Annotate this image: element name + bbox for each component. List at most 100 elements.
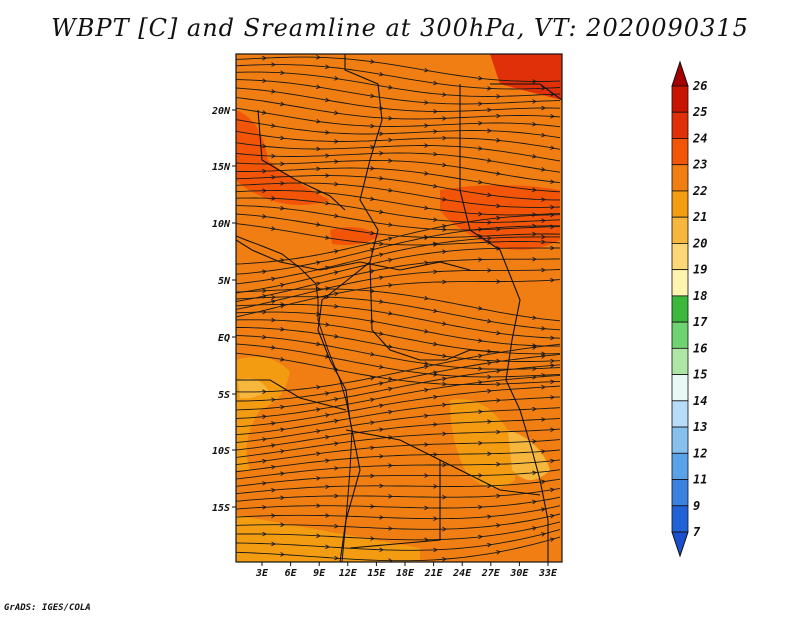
lon-label: 6E bbox=[285, 568, 298, 579]
streamline bbox=[236, 505, 561, 520]
streamline-arrow bbox=[280, 404, 285, 410]
streamline bbox=[236, 64, 561, 90]
cool-patch-southwest-inner bbox=[238, 378, 268, 399]
streamline-arrow bbox=[379, 71, 384, 77]
streamline-arrow bbox=[532, 231, 537, 237]
streamline bbox=[236, 319, 561, 355]
streamline-arrow bbox=[487, 192, 492, 198]
streamlines bbox=[236, 55, 561, 562]
streamline-arrow bbox=[316, 476, 321, 481]
streamline-arrow bbox=[442, 353, 447, 359]
streamline-arrow bbox=[541, 326, 546, 331]
streamline bbox=[236, 142, 561, 162]
lat-label: 15N bbox=[212, 162, 231, 173]
streamline-arrow bbox=[378, 252, 384, 258]
streamline-arrow bbox=[262, 481, 267, 486]
streamline-arrow bbox=[379, 150, 384, 156]
streamline-arrow bbox=[424, 260, 429, 266]
streamline-arrow bbox=[333, 270, 339, 275]
streamline-arrow bbox=[496, 137, 501, 143]
streamline-arrow bbox=[370, 375, 375, 381]
streamline-arrow bbox=[550, 212, 555, 218]
streamline-arrow bbox=[370, 536, 375, 541]
streamline bbox=[236, 513, 561, 530]
streamline-arrow bbox=[433, 151, 438, 157]
streamline-arrow bbox=[496, 381, 501, 387]
streamline-arrow bbox=[478, 338, 483, 343]
streamline-arrow bbox=[478, 306, 483, 311]
streamline-arrow bbox=[496, 279, 501, 284]
streamline-arrow bbox=[541, 267, 546, 273]
warm-patch-center bbox=[330, 227, 380, 245]
streamline-arrow bbox=[424, 413, 429, 419]
streamline-arrow bbox=[280, 70, 285, 76]
lon-label: 15E bbox=[367, 568, 386, 579]
streamline-arrow bbox=[550, 458, 555, 464]
streamline-arrow bbox=[271, 89, 276, 94]
streamline-arrow bbox=[478, 146, 483, 151]
streamline-arrow bbox=[316, 166, 321, 172]
streamline-arrow bbox=[379, 515, 384, 520]
map-title: WBPT [C] and Sreamline at 300hPa, VT: 20… bbox=[51, 14, 749, 42]
streamline-arrow bbox=[370, 445, 375, 451]
streamline-arrow bbox=[334, 555, 339, 561]
streamline-arrow bbox=[388, 386, 393, 392]
colorbar-segment bbox=[671, 269, 689, 297]
streamline bbox=[236, 496, 561, 510]
streamline-arrow bbox=[316, 286, 321, 292]
streamline-arrow bbox=[541, 218, 546, 223]
streamline-arrow bbox=[442, 321, 447, 326]
streamline-arrow bbox=[388, 85, 393, 90]
streamline-arrow bbox=[370, 420, 375, 426]
streamline-arrow bbox=[271, 464, 276, 470]
streamline-arrow bbox=[540, 532, 546, 537]
streamline bbox=[236, 79, 561, 105]
streamline-arrow bbox=[271, 317, 276, 323]
streamline-arrow bbox=[478, 409, 483, 415]
streamline-arrow bbox=[262, 458, 267, 464]
streamline-arrow bbox=[388, 137, 393, 143]
streamline-arrow bbox=[442, 494, 447, 500]
streamline-arrow bbox=[388, 344, 393, 349]
streamline-arrow bbox=[532, 154, 537, 159]
streamline-arrow bbox=[496, 368, 501, 374]
streamline-arrow bbox=[532, 406, 537, 412]
streamline-arrow bbox=[487, 128, 492, 134]
streamline-arrow bbox=[370, 269, 375, 274]
streamline bbox=[236, 56, 561, 82]
streamline-arrow bbox=[487, 374, 492, 380]
streamline-arrow bbox=[334, 181, 339, 187]
streamline-arrow bbox=[442, 135, 447, 141]
streamline-arrow bbox=[325, 391, 330, 396]
streamline-arrow bbox=[496, 113, 501, 119]
streamline-arrow bbox=[271, 62, 276, 67]
streamline-arrow bbox=[325, 544, 330, 550]
colorbar-label: 18 bbox=[693, 289, 707, 303]
streamline-arrow bbox=[388, 158, 393, 164]
colorbar-segment bbox=[671, 216, 689, 244]
lon-label: 18E bbox=[396, 568, 415, 579]
streamline bbox=[236, 364, 561, 411]
streamline-arrow bbox=[550, 487, 555, 493]
streamline-arrow bbox=[280, 356, 285, 362]
streamline-arrow bbox=[370, 504, 375, 509]
streamline-arrow bbox=[478, 120, 483, 126]
streamline-arrow bbox=[280, 471, 285, 476]
streamline-arrow bbox=[379, 427, 384, 432]
streamline-arrow bbox=[424, 473, 429, 478]
streamline-arrow bbox=[433, 129, 438, 134]
streamline-arrow bbox=[280, 495, 285, 501]
streamline bbox=[236, 449, 561, 473]
streamline-arrow bbox=[262, 288, 267, 294]
streamline-arrow bbox=[433, 372, 438, 377]
streamline-arrow bbox=[280, 135, 285, 141]
streamline bbox=[236, 396, 561, 436]
lat-label: 20N bbox=[211, 106, 231, 117]
streamline-arrow bbox=[271, 541, 276, 547]
streamline-arrow bbox=[334, 493, 339, 499]
streamline-arrow bbox=[487, 318, 492, 324]
streamline-arrow bbox=[433, 422, 438, 427]
streamline bbox=[236, 487, 561, 502]
colorbar-label: 20 bbox=[692, 236, 707, 250]
